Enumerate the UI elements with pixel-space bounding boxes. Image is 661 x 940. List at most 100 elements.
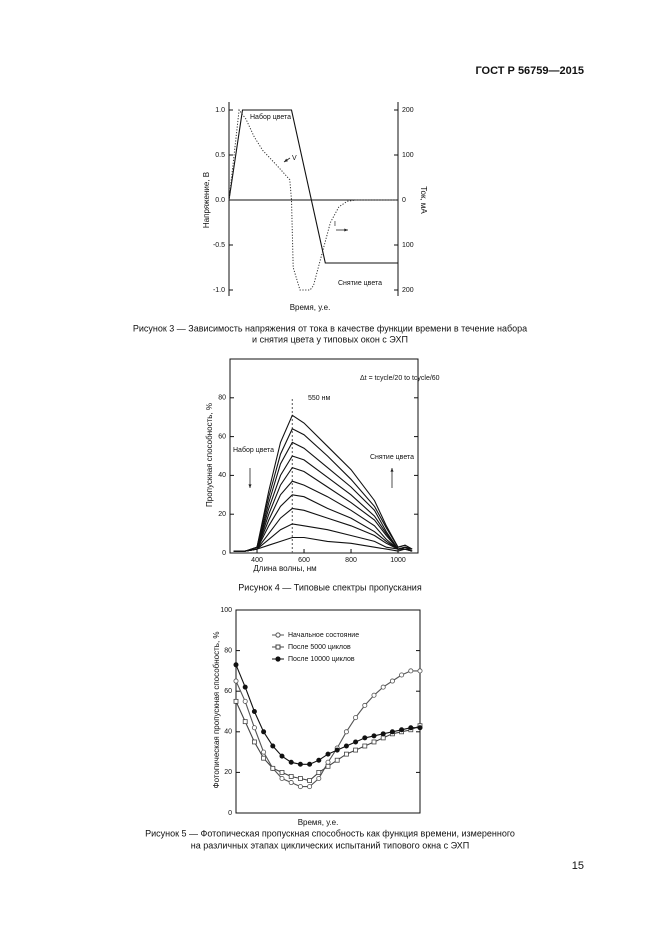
figure-caption: и снятия цвета у типовых окон с ЭХП xyxy=(252,334,408,344)
series-line xyxy=(235,670,420,788)
plot-frame xyxy=(235,609,421,814)
data-marker xyxy=(371,692,377,698)
data-marker xyxy=(251,725,257,731)
data-marker xyxy=(270,743,276,749)
standard-header: ГОСТ Р 56759—2015 xyxy=(475,65,584,77)
series-line xyxy=(228,109,398,264)
data-marker xyxy=(297,776,303,781)
data-marker xyxy=(307,784,313,790)
y-tick-label: -0.5 xyxy=(213,242,225,249)
data-marker xyxy=(242,698,248,704)
data-marker xyxy=(343,743,349,749)
y-axis-label: Напряжение, В xyxy=(202,172,211,228)
legend-label: После 10000 циклов xyxy=(288,656,355,663)
annotation: V xyxy=(292,155,297,162)
figure-caption: Рисунок 4 — Типовые спектры пропускания xyxy=(238,582,422,592)
annotation: Δt = tcycle/20 to tcycle/60 xyxy=(360,375,440,382)
x-axis-label: Длина волны, нм xyxy=(253,564,316,573)
figure-caption: Рисунок 3 — Зависимость напряжения от то… xyxy=(133,323,527,333)
data-marker xyxy=(334,757,340,763)
data-marker xyxy=(389,678,395,684)
data-marker xyxy=(242,719,248,725)
y-tick-label: 20 xyxy=(224,769,232,776)
y-tick-label: 100 xyxy=(220,607,232,614)
data-marker xyxy=(362,702,368,708)
data-marker xyxy=(251,739,257,745)
y-tick-label: 0.5 xyxy=(215,152,225,159)
y-axis-label: Фотопическая пропускная способность, % xyxy=(212,631,221,788)
y2-axis-label: Ток, мА xyxy=(419,186,428,214)
data-marker xyxy=(353,715,359,721)
y2-tick-label: 200 xyxy=(402,107,414,114)
data-marker xyxy=(316,757,322,763)
data-marker xyxy=(316,770,322,775)
y-tick-label: 0 xyxy=(222,550,226,557)
x-tick-label: 800 xyxy=(345,557,357,564)
data-marker xyxy=(417,725,423,731)
data-marker xyxy=(417,668,423,674)
data-marker xyxy=(343,729,349,735)
annotation: I xyxy=(334,221,336,228)
data-marker xyxy=(233,662,239,668)
legend-label: После 5000 циклов xyxy=(288,644,351,651)
data-marker xyxy=(297,784,303,790)
arrow-head xyxy=(344,228,348,232)
y-axis-label: Пропускная способность, % xyxy=(205,403,214,507)
y-tick-label: 40 xyxy=(224,729,232,736)
y-tick-label: 0.0 xyxy=(215,197,225,204)
data-marker xyxy=(408,668,414,674)
data-marker xyxy=(353,747,359,753)
data-marker xyxy=(279,753,285,759)
y2-tick-label: 0 xyxy=(402,197,406,204)
data-marker xyxy=(334,747,340,753)
y-tick-label: 20 xyxy=(218,511,226,518)
data-marker xyxy=(288,759,294,765)
x-tick-label: 400 xyxy=(251,557,263,564)
data-marker xyxy=(279,775,285,781)
annotation: Набор цвета xyxy=(233,446,274,454)
y-tick-label: 80 xyxy=(218,395,226,402)
data-marker xyxy=(261,749,267,755)
annotation: Снятие цвета xyxy=(370,454,414,461)
data-marker xyxy=(316,775,322,781)
annotation: Снятие цвета xyxy=(338,280,382,287)
y2-tick-label: 100 xyxy=(402,152,414,159)
y-tick-label: -1.0 xyxy=(213,287,225,294)
arrow-head xyxy=(248,484,252,488)
data-marker xyxy=(261,755,267,761)
y-tick-label: 0 xyxy=(228,810,232,817)
data-marker xyxy=(261,729,267,735)
data-marker xyxy=(399,727,405,733)
legend-marker xyxy=(275,656,281,662)
data-marker xyxy=(389,729,395,735)
series-line xyxy=(233,428,413,552)
series-line xyxy=(233,507,413,552)
y-tick-label: 60 xyxy=(218,433,226,440)
data-marker xyxy=(371,733,377,739)
data-marker xyxy=(233,698,239,704)
x-tick-label: 1000 xyxy=(390,557,406,564)
legend-label: Начальное состояние xyxy=(288,632,359,639)
data-marker xyxy=(288,780,294,786)
arrow-head xyxy=(390,468,394,472)
data-marker xyxy=(307,778,313,783)
data-marker xyxy=(270,765,276,771)
data-marker xyxy=(380,731,386,737)
data-marker xyxy=(362,735,368,741)
annotation: Набор цвета xyxy=(250,113,291,121)
data-marker xyxy=(307,761,313,767)
y-tick-label: 60 xyxy=(224,688,232,695)
data-marker xyxy=(297,761,303,767)
y2-tick-label: 100 xyxy=(402,242,414,249)
figure-caption: Рисунок 5 — Фотопическая пропускная спос… xyxy=(145,828,515,838)
data-marker xyxy=(251,709,257,715)
series-line xyxy=(228,108,398,291)
arrow-head xyxy=(284,158,288,162)
x-axis-label: Время, у.е. xyxy=(290,303,331,312)
figure-caption: на различных этапах циклических испытани… xyxy=(191,840,470,850)
data-marker xyxy=(371,739,377,745)
y-tick-label: 40 xyxy=(218,472,226,479)
x-axis-label: Время, у.е. xyxy=(298,818,339,827)
